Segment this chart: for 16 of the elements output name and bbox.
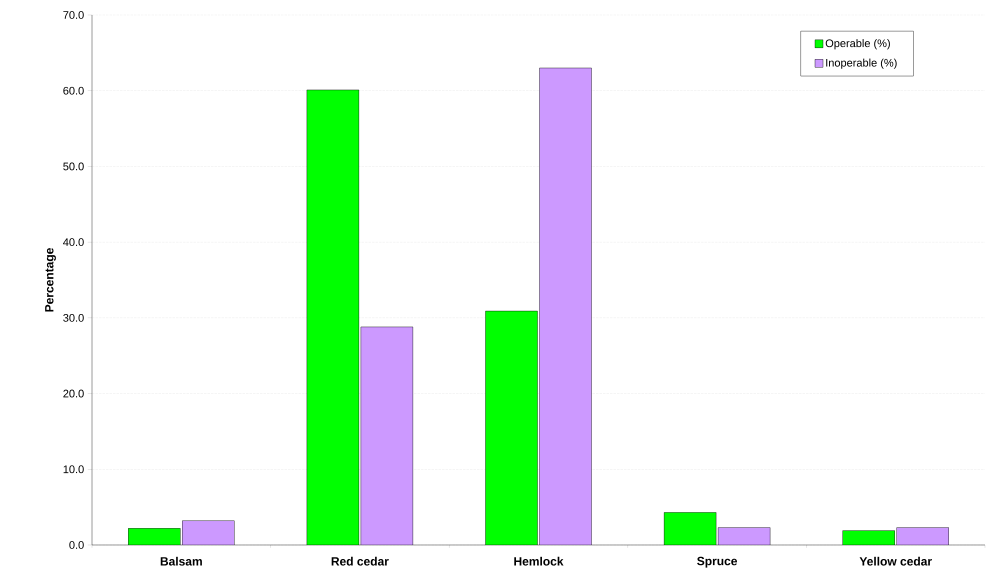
y-tick-label: 50.0 (63, 162, 84, 170)
y-tick-label: 30.0 (63, 314, 84, 322)
legend-label: Operable (%) (826, 39, 890, 50)
y-tick-label: 40.0 (63, 238, 84, 246)
x-tick-label: Yellow cedar (860, 556, 932, 566)
y-tick-label: 0.0 (69, 541, 84, 549)
x-tick-label: Red cedar (332, 556, 389, 566)
x-tick-label: Hemlock (514, 556, 564, 566)
y-tick-label: 10.0 (64, 465, 84, 474)
y-tick-label: 60.0 (63, 86, 84, 95)
x-tick-label: Balsam (160, 556, 202, 566)
legend-label: Inoperable (%) (826, 58, 897, 69)
y-tick-label: 20.0 (63, 390, 84, 398)
y-tick-label: 70.0 (63, 11, 84, 19)
x-tick-label: Spruce (697, 556, 738, 568)
y-axis-title: Percentage (45, 248, 56, 312)
